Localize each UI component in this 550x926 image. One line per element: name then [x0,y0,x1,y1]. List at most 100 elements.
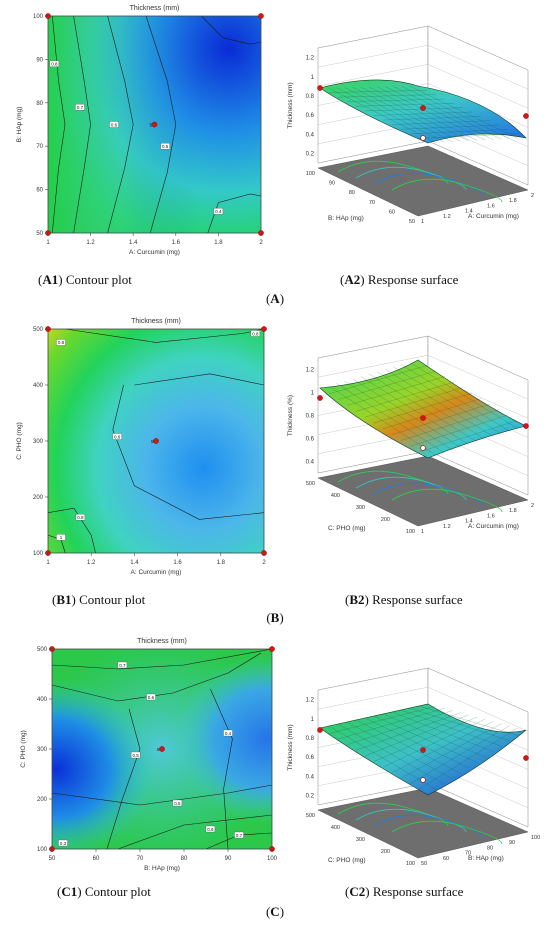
chart-title: Thickness (mm) [130,5,180,12]
caption-id: A1 [42,272,58,287]
y-tick-label: 80 [36,101,43,107]
floor-y-tick: 100 [406,529,415,535]
contour-label: 0.5 [162,144,169,149]
z-tick-label: 0.4 [306,460,315,466]
design-point [317,727,323,733]
contour-label: 0.8 [77,515,84,520]
contour-plot-2: 0.8 0.8 0.6 0.8 1 5 Thickness (mm) 1 1.2 1.4 1.6 1.… [16,318,267,576]
y-tick-label: 60 [36,188,43,194]
floor-x-tick: 1.4 [465,209,473,215]
contour-line-3 [47,507,96,554]
mesh-line [418,727,518,790]
contour-label-box [205,825,216,833]
wall-grid [317,354,429,378]
panel-caption-B2: (B2) Response surface [345,592,463,607]
z-axis-label: Thickness (mm) [287,724,294,770]
floor-x-label: A: Curcumin (mg) [468,213,519,220]
contour-line-0 [52,15,66,234]
mesh-line [418,420,518,453]
contour-plot-0: 0.8 0.7 0.6 0.5 0.4 5 Thickness (mm) 1 1.2 1.4 1.6… [16,5,264,256]
z-tick-label: 0.6 [306,437,315,443]
design-point-below [420,777,426,783]
surface-plot-3: 0.4 0.6 0.8 1 1.2 Thickness (%) 100 200 300 400 50… [287,335,534,535]
mesh-line [418,705,518,736]
contour-label-box [130,751,141,759]
floor-contour [355,808,467,833]
design-point-below [420,445,426,451]
z-tick-label: 0.4 [306,774,315,780]
contour-label: 0.4 [215,209,222,214]
caption-paren: ( [345,592,349,607]
panel-caption-A2: (A2) Response surface [340,272,459,287]
mesh-line [409,129,509,134]
floor-x-tick: 2 [531,503,534,509]
surface-plot-5: 0.2 0.4 0.6 0.8 1 1.2 Thickness (mm) 100 200 300 4… [287,667,540,867]
z-tick-label: 0.6 [306,755,315,761]
floor-y-tick: 90 [329,181,335,187]
floor-x-tick: 1.6 [487,513,495,519]
mesh-line [409,725,510,784]
design-point [153,438,159,444]
x-tick-label: 2 [262,560,266,566]
z-tick-label: 0.8 [306,414,315,420]
floor-x-tick: 1.8 [509,198,517,204]
z-tick-label: 1 [311,391,315,397]
section-label-C: (C) [266,904,284,919]
z-tick-label: 0.8 [306,736,315,742]
floor-x-tick: 90 [509,840,515,846]
y-tick-label: 300 [33,439,44,445]
caption-text: ) Contour plot [77,884,151,899]
contour-line-0 [51,648,273,670]
z-tick-label: 0.4 [306,132,315,138]
design-point-below [420,135,426,141]
wall-grid [317,44,429,68]
caption-paren: ( [340,272,344,287]
contour-label-box [75,103,85,111]
contour-line-1 [73,15,91,234]
z-axis-label: Thickness (mm) [287,82,294,128]
floor-y-tick: 70 [369,200,375,206]
center-point-label: 5 [157,747,160,752]
contour-line-2 [134,373,265,386]
caption-id: C2 [349,884,365,899]
floor-x-tick: 1.4 [465,519,473,525]
contour-label: 0.8 [51,62,58,67]
floor-y-tick: 50 [409,219,415,225]
floor-x-tick: 2 [531,193,534,199]
floor-contour [373,814,485,839]
floor-y-tick: 100 [406,861,415,867]
y-tick-label: 100 [33,14,44,20]
x-tick-label: 80 [181,856,188,862]
floor-x-tick: 1 [421,219,424,225]
contour-label: 0.3 [60,841,67,846]
design-point [523,113,529,119]
y-axis-label: C: PHO (mg) [20,730,27,768]
design-point [151,121,158,128]
x-tick-label: 90 [225,856,232,862]
x-tick-label: 50 [49,856,56,862]
y-tick-label: 100 [37,847,48,853]
contour-label: 0.7 [119,663,126,668]
floor-projection [317,787,529,859]
x-axis-label: B: HAp (mg) [144,865,180,872]
contour-label-box [109,121,119,128]
panel-caption-C1: (C1) Contour plot [57,884,151,899]
design-point [269,646,275,652]
contour-line-3 [210,688,233,850]
caption-id: B2 [349,592,364,607]
design-point [159,746,165,752]
caption-text: ) Response surface [360,272,458,287]
caption-paren: ( [345,884,349,899]
contour-label-box [146,693,156,701]
x-tick-label: 1 [46,240,50,246]
x-tick-label: 1.4 [129,240,138,246]
contour-plot-4: 0.7 0.6 0.5 0.4 0.3 0.5 0.6 0.7 5 Thickness (mm) 5… [20,638,278,872]
contour-label: 0.6 [148,695,155,700]
x-tick-label: 1.4 [130,560,139,566]
contour-line-1 [51,652,262,702]
y-tick-label: 400 [33,383,44,389]
floor-y-tick: 100 [306,171,315,177]
mesh-line [418,133,518,139]
contour-label: 0.4 [225,731,232,736]
